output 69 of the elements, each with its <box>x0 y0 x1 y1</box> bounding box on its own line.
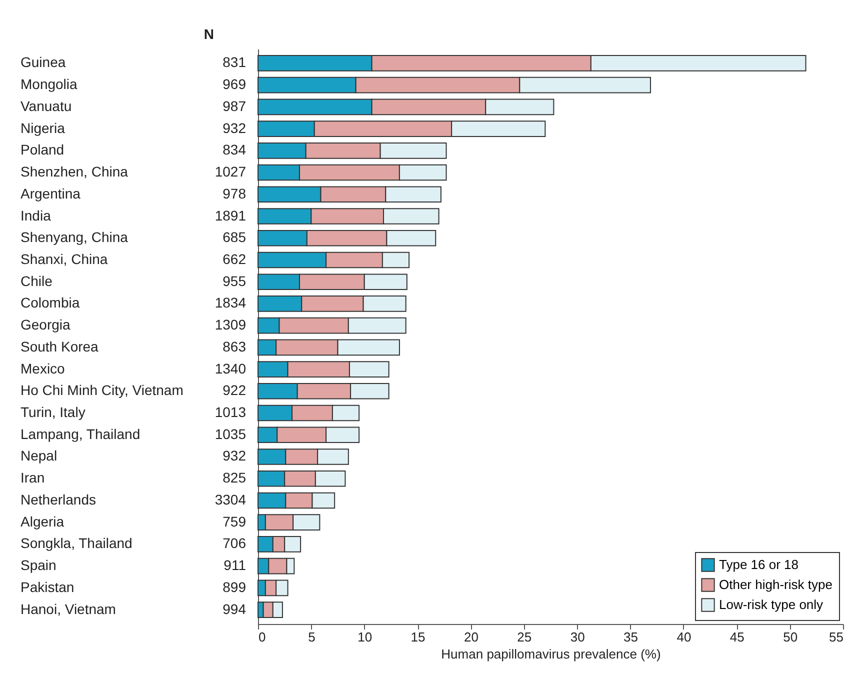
y-tick-label: Mongolia <box>20 76 78 92</box>
text: 994 <box>222 600 246 617</box>
x-tick-label: 45 <box>730 630 744 644</box>
text: 1027 <box>214 164 246 180</box>
y-tick-label: Vanuatu <box>20 98 72 114</box>
y-tick-label: Shenzhen, China <box>20 164 128 180</box>
legend-label: Type 16 or 18 <box>719 557 798 572</box>
x-axis-title: Human papillomavirus prevalence (%) <box>441 646 661 662</box>
text: 978 <box>222 185 246 202</box>
x-tick-label: 40 <box>676 630 692 644</box>
x-tick-label: 20 <box>464 630 478 644</box>
y-tick-label: Poland <box>20 142 64 158</box>
text: 1035 <box>214 426 246 442</box>
y-tick-label: Ho Chi Minh City, Vietnam <box>20 382 184 398</box>
text: 1891 <box>214 207 246 224</box>
y-tick-label: Nigeria <box>20 120 66 136</box>
y-tick-label: Shanxi, China <box>20 250 108 267</box>
text: 685 <box>222 229 246 246</box>
x-tick-label: 10 <box>358 630 372 644</box>
text: 899 <box>222 578 246 595</box>
y-tick-label: Spain <box>20 557 56 574</box>
text: 932 <box>222 120 246 136</box>
y-tick-label: Colombia <box>20 294 80 311</box>
text: 759 <box>222 513 246 530</box>
x-tick-label: 50 <box>783 630 798 644</box>
text: 911 <box>224 557 246 574</box>
x-tick-label: 55 <box>829 630 844 644</box>
text: 662 <box>222 250 246 267</box>
y-tick-label: Nepal <box>20 448 58 464</box>
y-tick-label: Turin, Italy <box>20 404 86 420</box>
text: 831 <box>222 54 246 70</box>
text: 1834 <box>214 294 246 311</box>
text: 825 <box>222 470 246 486</box>
y-tick-label: Chile <box>20 272 53 289</box>
y-tick-label: Songkla, Thailand <box>20 535 132 552</box>
y-tick-label: India <box>20 207 52 224</box>
x-tick-label: 5 <box>308 630 316 644</box>
y-tick-label: Iran <box>20 470 45 486</box>
y-tick-label: Hanoi, Vietnam <box>20 600 116 617</box>
text: 706 <box>222 535 246 552</box>
y-tick-label: Argentina <box>20 185 81 202</box>
x-tick-label: 15 <box>410 630 426 644</box>
x-tick-label: 25 <box>517 630 532 644</box>
y-tick-label: Lampang, Thailand <box>20 426 140 442</box>
text: 3304 <box>214 491 246 508</box>
y-tick-label: South Korea <box>20 338 99 354</box>
text: 863 <box>222 338 246 354</box>
y-tick-label: Netherlands <box>20 491 96 508</box>
legend-label: Other high-risk type <box>719 577 832 592</box>
y-tick-label: Shenyang, China <box>20 229 128 246</box>
y-tick-label: Pakistan <box>20 578 74 595</box>
text: 834 <box>222 142 246 158</box>
text: 987 <box>222 98 246 114</box>
y-tick-label: Mexico <box>20 360 66 376</box>
y-tick-label: Algeria <box>20 513 64 530</box>
text: 969 <box>222 76 246 92</box>
y-tick-label: Guinea <box>20 54 66 70</box>
text: 1309 <box>214 316 246 333</box>
text: N <box>204 26 214 42</box>
text: 1013 <box>214 404 246 420</box>
text: 932 <box>222 448 246 464</box>
text: 955 <box>222 272 246 289</box>
x-tick-label: 30 <box>570 630 585 644</box>
legend-label: Low-risk type only <box>719 597 824 612</box>
text: 922 <box>222 382 246 398</box>
y-tick-label: Georgia <box>20 316 71 333</box>
x-tick-label: 35 <box>624 630 638 644</box>
text: 1340 <box>214 360 246 376</box>
x-tick-label: 0 <box>258 630 266 644</box>
